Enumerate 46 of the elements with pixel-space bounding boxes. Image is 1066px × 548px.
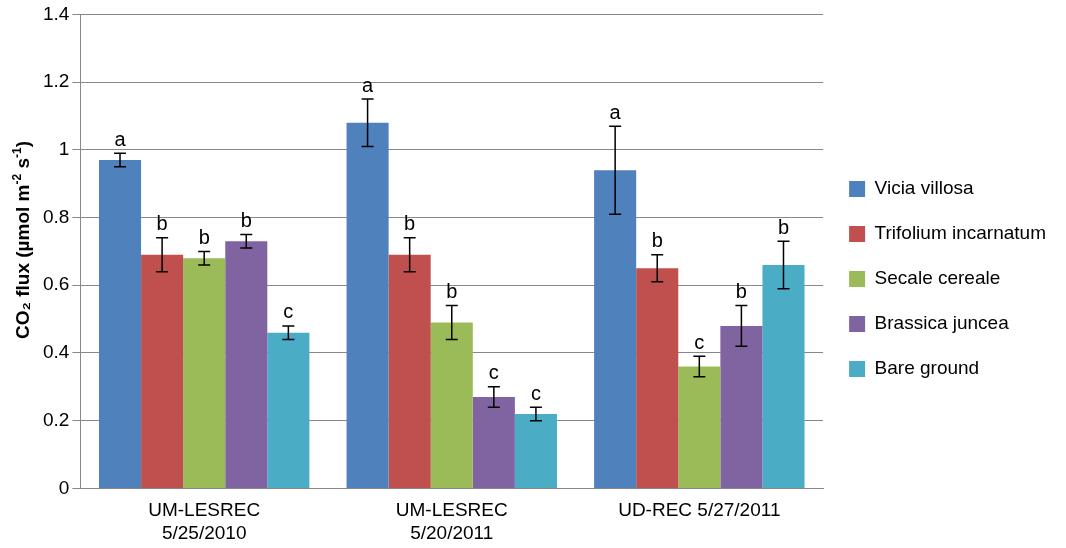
bar xyxy=(762,264,805,488)
bar xyxy=(98,159,142,488)
data-label: b xyxy=(446,280,458,303)
data-label: b xyxy=(651,229,663,252)
data-label: a xyxy=(362,73,375,96)
data-label: b xyxy=(156,212,168,235)
bar xyxy=(267,332,310,488)
data-label: c xyxy=(694,330,705,353)
legend-label: Bare ground xyxy=(874,357,980,379)
data-label: c xyxy=(488,361,499,384)
bar xyxy=(472,396,515,488)
bar xyxy=(141,254,184,488)
bar xyxy=(346,122,389,488)
x-tick-label: UD-REC 5/27/2011 xyxy=(618,499,781,521)
bar xyxy=(430,322,473,488)
data-label: b xyxy=(404,212,416,235)
y-tick-label: 1 xyxy=(58,138,70,160)
y-tick-label: 1.4 xyxy=(42,2,70,24)
bar xyxy=(636,268,679,488)
y-tick-label: 0.2 xyxy=(42,408,70,430)
data-label: b xyxy=(735,280,747,303)
x-tick-label: UM-LESREC 5/20/2011 xyxy=(395,499,508,543)
y-tick-label: 0.8 xyxy=(42,205,70,227)
data-label: b xyxy=(198,225,210,248)
data-label: b xyxy=(240,208,252,231)
legend-label: Secale cereale xyxy=(874,267,1001,289)
y-tick-label: 0.6 xyxy=(42,273,70,295)
data-label: a xyxy=(114,127,127,150)
legend-label: Brassica juncea xyxy=(874,312,1010,334)
data-label: a xyxy=(609,100,622,123)
data-label: c xyxy=(283,300,294,323)
data-label: b xyxy=(777,215,790,238)
bar xyxy=(720,325,763,488)
bar xyxy=(594,170,637,488)
bar xyxy=(183,258,226,488)
x-tick-label: UM-LESREC 5/25/2010 xyxy=(148,499,261,543)
legend-label: Trifolium incarnatum xyxy=(874,222,1047,244)
y-tick-label: 0 xyxy=(58,476,70,498)
data-label: c xyxy=(530,381,541,404)
y-tick-label: 0.4 xyxy=(42,341,70,363)
bar xyxy=(225,241,268,488)
legend-label: Vicia villosa xyxy=(874,177,974,199)
y-tick-label: 1.2 xyxy=(42,70,70,92)
bar xyxy=(514,413,557,488)
bar xyxy=(678,366,721,488)
bar xyxy=(388,254,431,488)
